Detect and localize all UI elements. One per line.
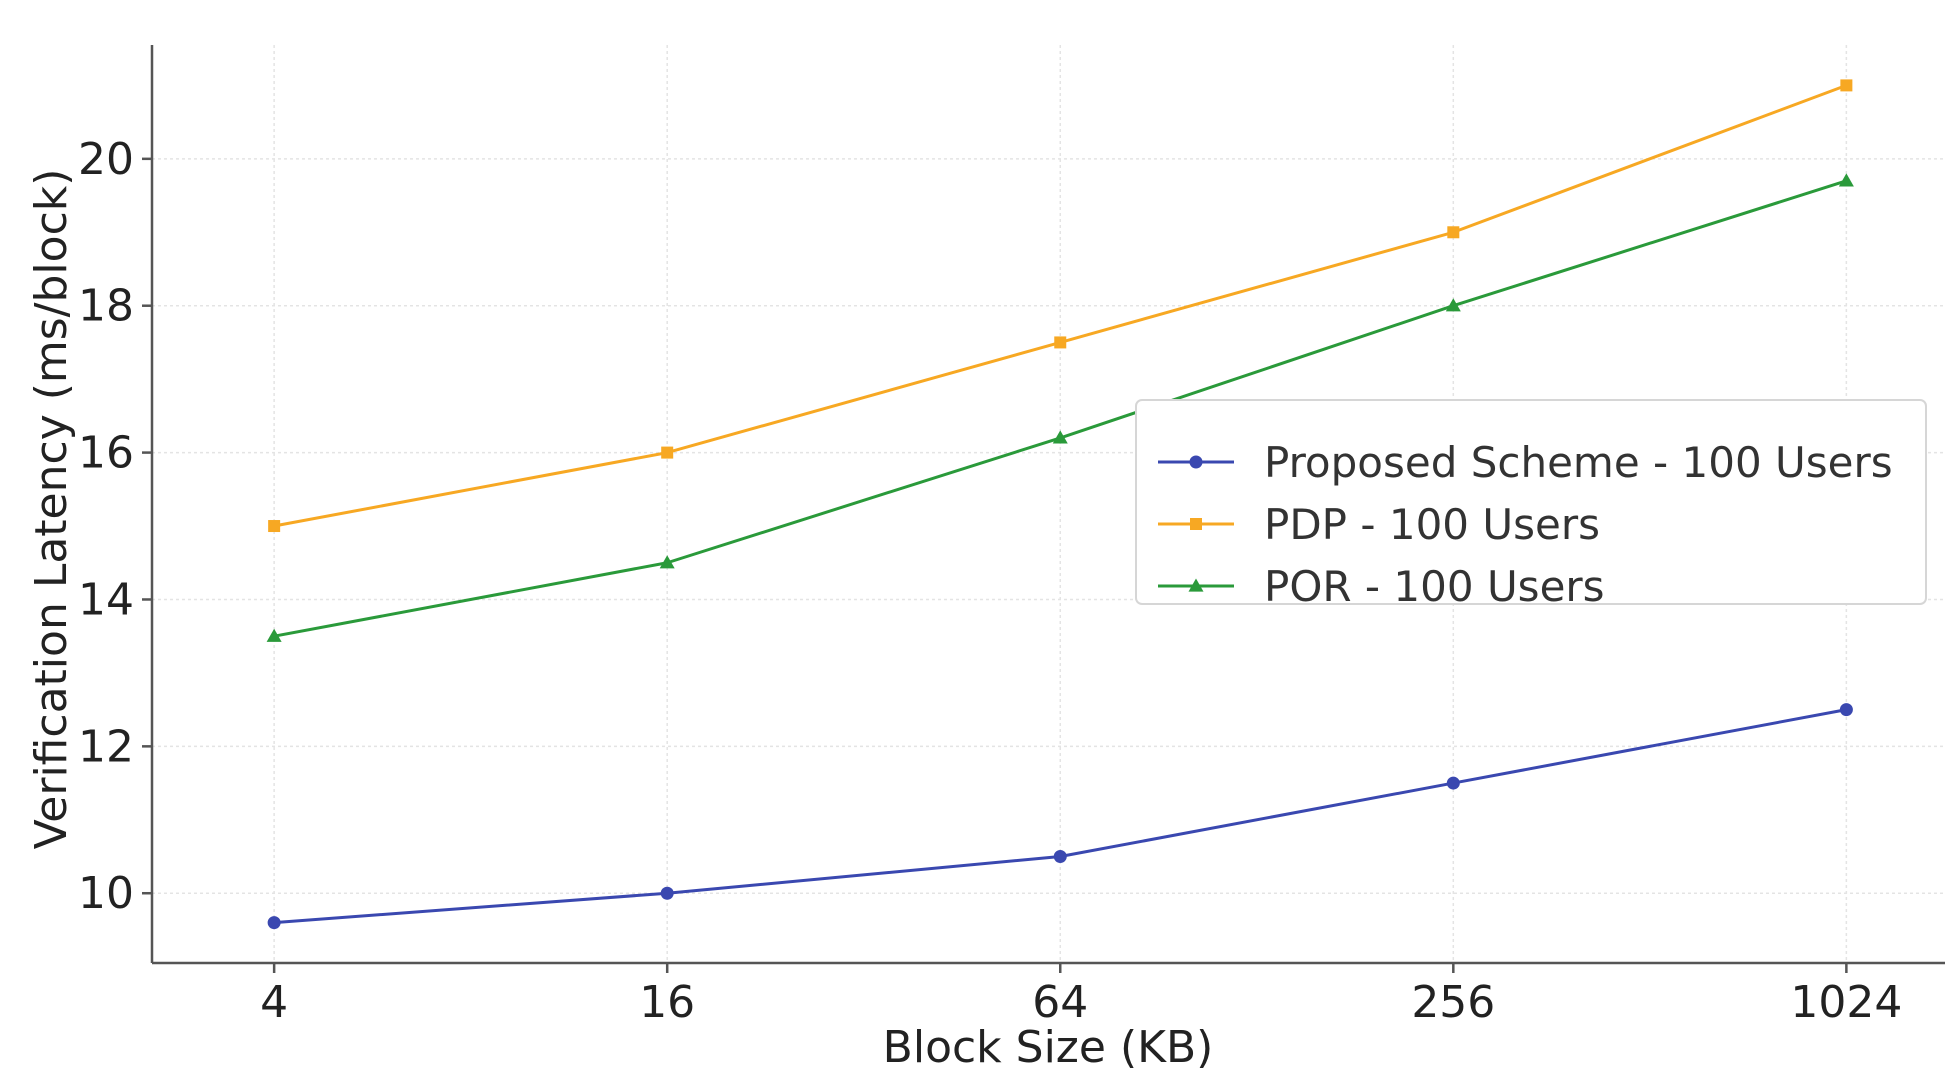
data-point	[1838, 173, 1854, 187]
data-point	[660, 886, 674, 900]
data-point	[1445, 298, 1461, 312]
data-point	[1840, 79, 1853, 92]
x-tick-label: 4	[260, 977, 288, 1028]
legend: Proposed Scheme - 100 Users PDP - 100 Use…	[1135, 399, 1927, 611]
series-por-100-users	[266, 173, 1854, 642]
data-point	[1447, 226, 1460, 239]
legend-entry: Proposed Scheme - 100 Users	[1158, 438, 1893, 487]
data-point	[1054, 336, 1067, 349]
y-tick-label: 18	[78, 281, 134, 332]
y-tick-label: 14	[78, 574, 134, 625]
legend-entry: POR - 100 Users	[1158, 562, 1605, 611]
legend-entry: PDP - 100 Users	[1158, 500, 1600, 549]
x-tick-label: 16	[639, 977, 695, 1028]
x-tick-label: 64	[1032, 977, 1088, 1028]
legend-box	[1135, 399, 1927, 605]
data-point	[1839, 703, 1853, 717]
y-tick-label: 12	[78, 721, 134, 772]
x-tick-label: 1024	[1790, 977, 1902, 1028]
legend-label: PDP - 100 Users	[1264, 500, 1600, 549]
data-point	[659, 555, 675, 569]
legend-swatch-marker	[1190, 518, 1202, 530]
y-axis-title: Verification Latency (ms/block)	[26, 169, 77, 850]
series-layer	[266, 79, 1854, 930]
x-tick-label: 256	[1411, 977, 1495, 1028]
series-proposed-scheme-100-users	[267, 703, 1853, 930]
data-point	[268, 520, 281, 533]
data-point	[661, 446, 674, 459]
legend-swatch-marker	[1188, 578, 1204, 592]
y-tick-label: 10	[78, 868, 134, 919]
x-axis-title: Block Size (KB)	[883, 1022, 1214, 1073]
data-point	[1052, 430, 1068, 444]
series-pdp-100-users	[268, 79, 1853, 533]
data-point	[266, 628, 282, 642]
legend-swatch-marker	[1189, 455, 1203, 469]
legend-label: Proposed Scheme - 100 Users	[1264, 438, 1893, 487]
data-point	[267, 916, 281, 930]
data-point	[1446, 776, 1460, 790]
legend-label: POR - 100 Users	[1264, 562, 1605, 611]
y-tick-label: 20	[78, 134, 134, 185]
data-point	[1053, 850, 1067, 864]
y-tick-label: 16	[78, 428, 134, 479]
axes	[150, 45, 1945, 965]
ticks: 10 12 14 16 18 20 4 16 64 256 1024	[78, 134, 1902, 1028]
